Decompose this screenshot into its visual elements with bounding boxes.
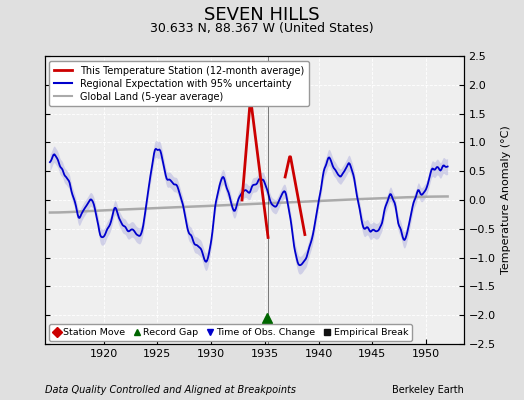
Text: Data Quality Controlled and Aligned at Breakpoints: Data Quality Controlled and Aligned at B… (45, 385, 296, 395)
Text: Berkeley Earth: Berkeley Earth (392, 385, 464, 395)
Text: SEVEN HILLS: SEVEN HILLS (204, 6, 320, 24)
Legend: Station Move, Record Gap, Time of Obs. Change, Empirical Break: Station Move, Record Gap, Time of Obs. C… (49, 324, 412, 341)
Text: 30.633 N, 88.367 W (United States): 30.633 N, 88.367 W (United States) (150, 22, 374, 35)
Y-axis label: Temperature Anomaly (°C): Temperature Anomaly (°C) (501, 126, 511, 274)
